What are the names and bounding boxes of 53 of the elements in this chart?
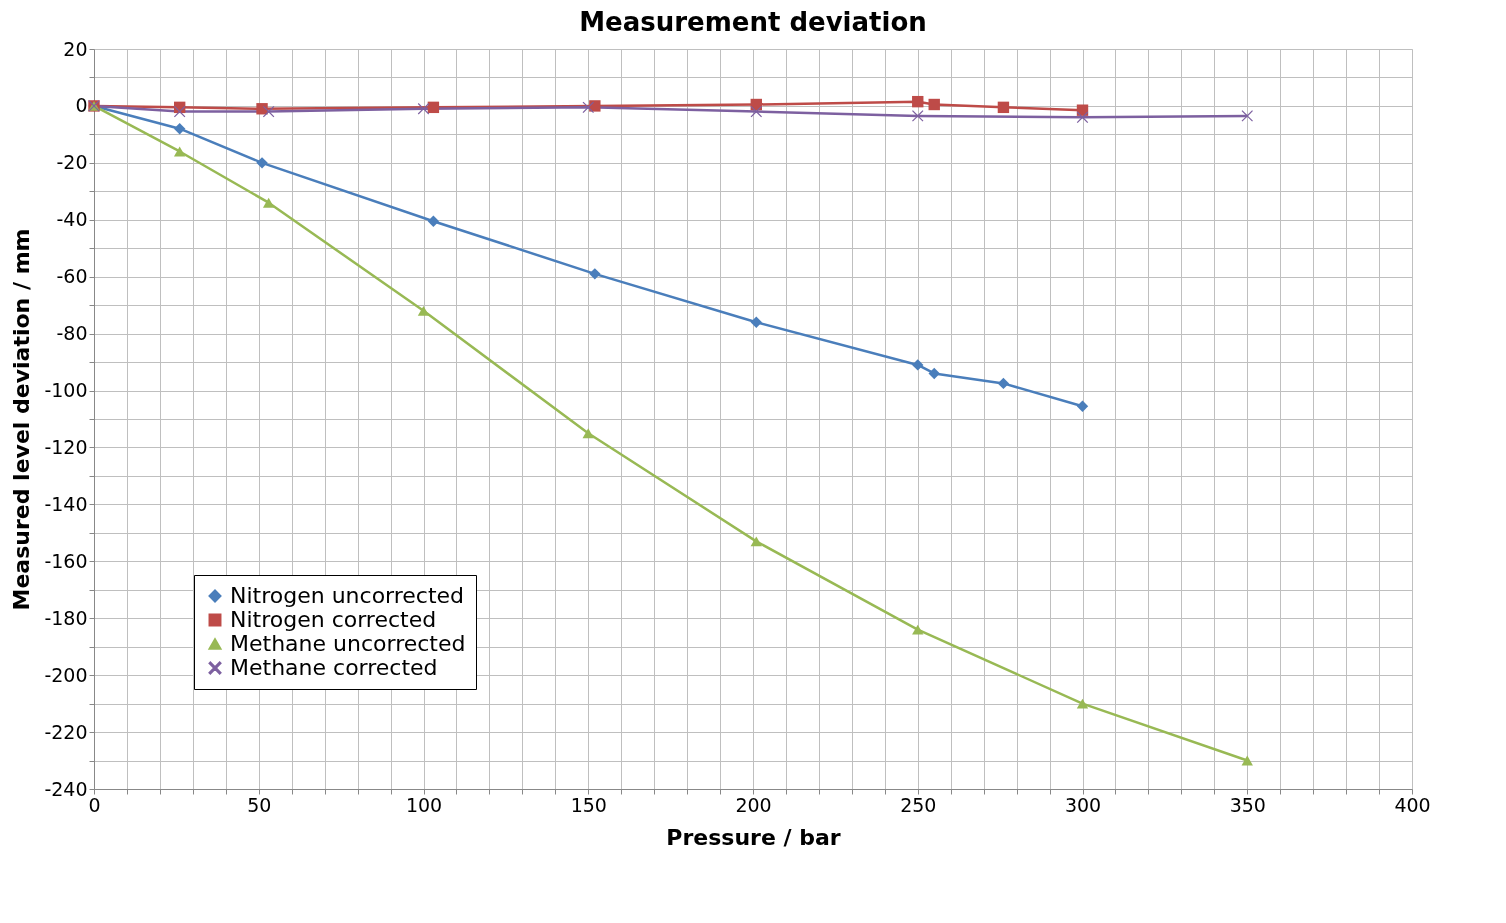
x-tick-label: 400 xyxy=(1394,793,1431,816)
point xyxy=(912,95,924,108)
y-tick-label: -40 xyxy=(56,208,88,231)
y-tick-label: -120 xyxy=(44,435,88,458)
y-tick-label: -160 xyxy=(44,549,88,572)
y-tick-label: -20 xyxy=(56,151,88,174)
x-axis-title: Pressure / bar xyxy=(666,824,841,850)
point xyxy=(1076,698,1089,709)
y-tick-label: 20 xyxy=(63,37,88,60)
x-tick-label: 250 xyxy=(900,793,937,816)
point xyxy=(997,377,1010,390)
x-tick-label: 150 xyxy=(570,793,607,816)
point xyxy=(928,367,940,380)
y-tick-label: -200 xyxy=(44,663,88,686)
legend-label: Methane corrected xyxy=(230,655,438,680)
y-axis-title: Measured level deviation / mm xyxy=(9,228,35,611)
point xyxy=(173,146,186,157)
point xyxy=(173,122,186,135)
legend-label: Nitrogen corrected xyxy=(230,607,437,632)
point xyxy=(589,100,601,112)
point xyxy=(417,305,430,316)
legend-label: Nitrogen uncorrected xyxy=(230,583,465,608)
point xyxy=(417,103,430,115)
x-tick-label: 300 xyxy=(1064,793,1102,816)
point xyxy=(912,624,924,635)
y-tick-label: 0 xyxy=(75,94,88,117)
point xyxy=(1076,111,1089,124)
y-tick-label: -180 xyxy=(44,606,88,629)
point xyxy=(912,359,924,371)
point xyxy=(1076,400,1089,412)
point xyxy=(589,268,601,280)
y-tick-label: -140 xyxy=(44,492,88,515)
y-tick-label: -240 xyxy=(44,777,88,800)
y-tick-label: -80 xyxy=(56,322,88,345)
y-tick-label: -220 xyxy=(44,720,88,743)
point xyxy=(750,316,762,328)
point xyxy=(262,197,275,208)
point xyxy=(582,428,594,439)
y-tick-label: -100 xyxy=(44,379,88,402)
point xyxy=(750,536,762,547)
legend-label: Methane uncorrected xyxy=(230,631,466,656)
y-tick-label: -60 xyxy=(56,265,88,288)
x-tick-label: 350 xyxy=(1229,793,1266,816)
point xyxy=(997,101,1010,114)
x-tick-label: 200 xyxy=(735,793,772,816)
point xyxy=(256,103,268,115)
point xyxy=(427,101,440,114)
point xyxy=(928,98,940,111)
chart-title: Measurement deviation xyxy=(579,7,927,37)
point xyxy=(427,215,440,227)
x-tick-label: 100 xyxy=(405,793,443,816)
x-tick-label: 50 xyxy=(247,793,272,816)
point xyxy=(256,157,268,169)
